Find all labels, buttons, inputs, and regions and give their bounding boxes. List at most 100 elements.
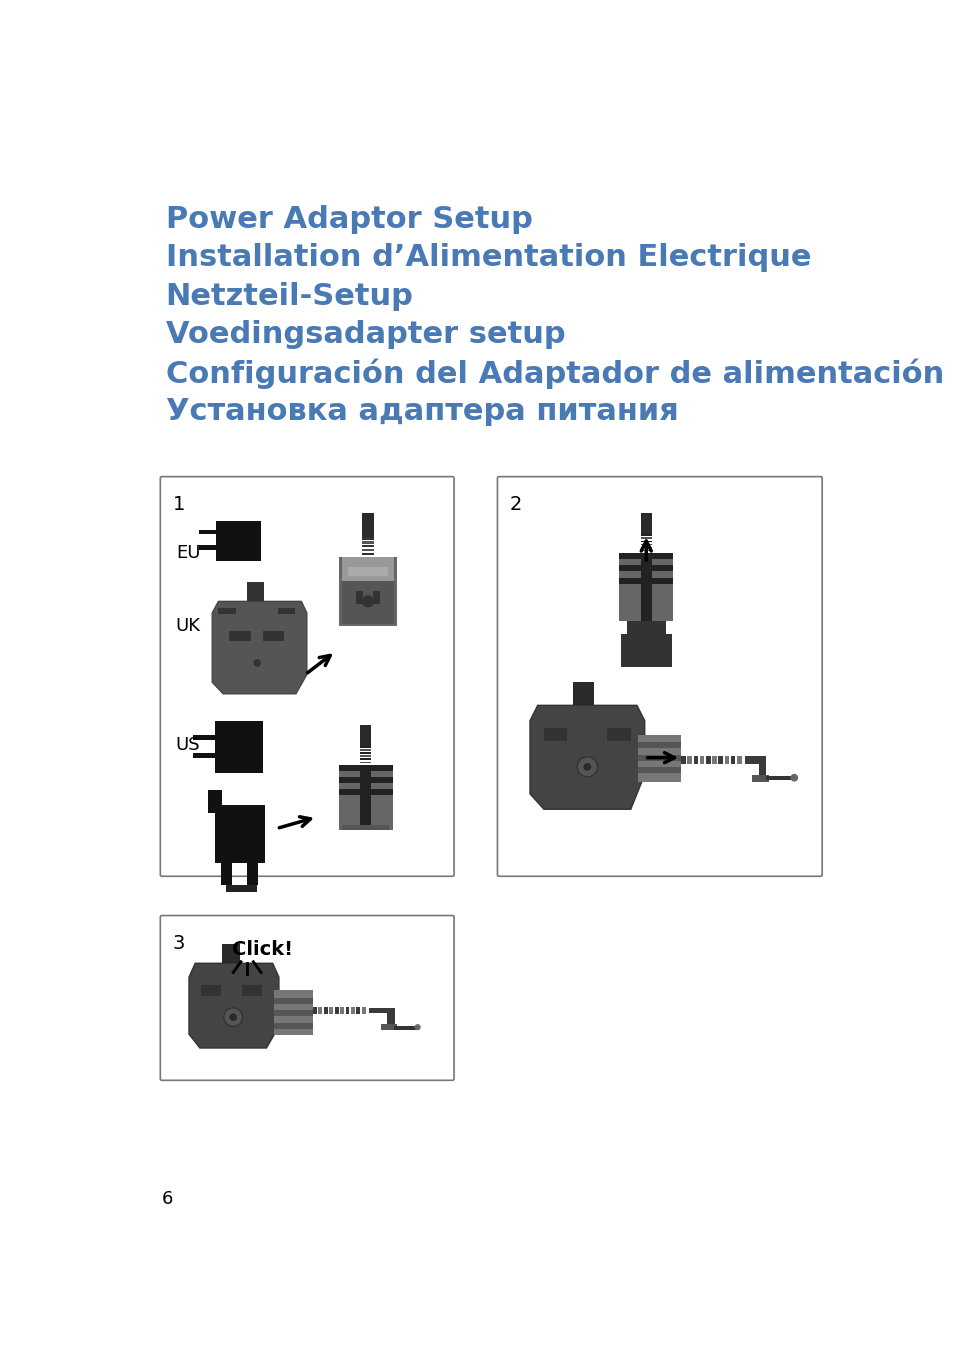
Bar [214,806,265,864]
Bar [208,789,222,814]
Bar [360,749,371,750]
Bar [640,538,651,539]
Text: Configuración del Adaptador de alimentación: Configuración del Adaptador de alimentac… [166,359,943,390]
Bar [338,777,393,783]
Bar [360,746,371,747]
Bar [360,753,371,754]
Polygon shape [530,705,644,810]
Bar [693,756,698,764]
Bar [543,728,567,741]
Bar [342,825,389,830]
Bar [241,984,261,995]
Bar [744,756,763,764]
Text: Voedingsadapter setup: Voedingsadapter setup [166,321,565,349]
Bar [345,1007,349,1014]
Bar [313,1007,316,1014]
Bar [640,535,651,536]
Bar [338,789,393,795]
Text: Power Adaptor Setup: Power Adaptor Setup [166,204,532,234]
Circle shape [361,596,374,608]
Bar [369,1007,392,1013]
Bar [338,765,393,770]
Bar [338,765,393,830]
Bar [274,1010,313,1017]
Bar [640,547,651,548]
Circle shape [415,1024,420,1030]
Bar [193,753,214,758]
Bar [361,552,374,555]
Bar [361,546,374,547]
Bar [323,1007,328,1014]
Bar [373,592,380,604]
Bar [342,556,394,581]
Bar [360,756,371,757]
Bar [718,756,722,764]
Bar [638,735,680,783]
Bar [699,756,703,764]
Bar [653,620,665,642]
Bar [329,1007,333,1014]
Bar [361,513,374,538]
Bar [618,565,673,571]
Bar [360,765,371,830]
Text: 2: 2 [509,496,521,515]
Bar [618,578,673,584]
Bar [360,761,371,764]
Text: 1: 1 [172,496,185,515]
Bar [199,546,216,550]
Text: EU: EU [175,543,200,562]
Bar [607,728,630,741]
Bar [638,620,654,635]
Bar [342,581,394,624]
Circle shape [229,1013,236,1021]
Bar [381,1024,396,1030]
Bar [573,682,593,705]
Bar [274,998,313,1005]
Bar [360,758,371,760]
Bar [226,884,257,892]
Bar [640,513,651,535]
FancyBboxPatch shape [160,915,454,1080]
Bar [247,864,257,884]
Bar [220,864,232,884]
Bar [229,631,251,642]
Bar [199,529,216,535]
Bar [214,720,262,773]
Bar [278,608,294,613]
Bar [193,735,214,741]
Bar [680,756,685,764]
Circle shape [224,1007,242,1026]
Bar [705,756,710,764]
Bar [335,1007,338,1014]
FancyBboxPatch shape [497,477,821,876]
Bar [640,540,651,542]
Bar [758,756,765,780]
Polygon shape [189,963,278,1048]
Circle shape [790,774,798,781]
Bar [638,766,680,773]
Bar [640,550,651,551]
Bar [730,756,735,764]
Bar [765,776,793,780]
Bar [247,582,264,601]
Bar [355,592,363,604]
Circle shape [577,757,597,777]
Text: Netzteil-Setup: Netzteil-Setup [166,282,414,311]
Bar [338,556,397,626]
Bar [348,567,388,575]
Bar [752,776,769,781]
Bar [394,1025,416,1029]
Bar [360,724,371,746]
Bar [218,608,235,613]
Text: UK: UK [175,617,201,635]
Polygon shape [212,601,307,693]
Bar [356,1007,360,1014]
Bar [387,1007,395,1028]
Bar [200,984,220,995]
Bar [351,1007,355,1014]
Text: Installation d’Alimentation Electrique: Installation d’Alimentation Electrique [166,244,810,272]
Bar [361,1007,365,1014]
Bar [711,756,716,764]
Bar [361,542,374,543]
Bar [318,1007,322,1014]
